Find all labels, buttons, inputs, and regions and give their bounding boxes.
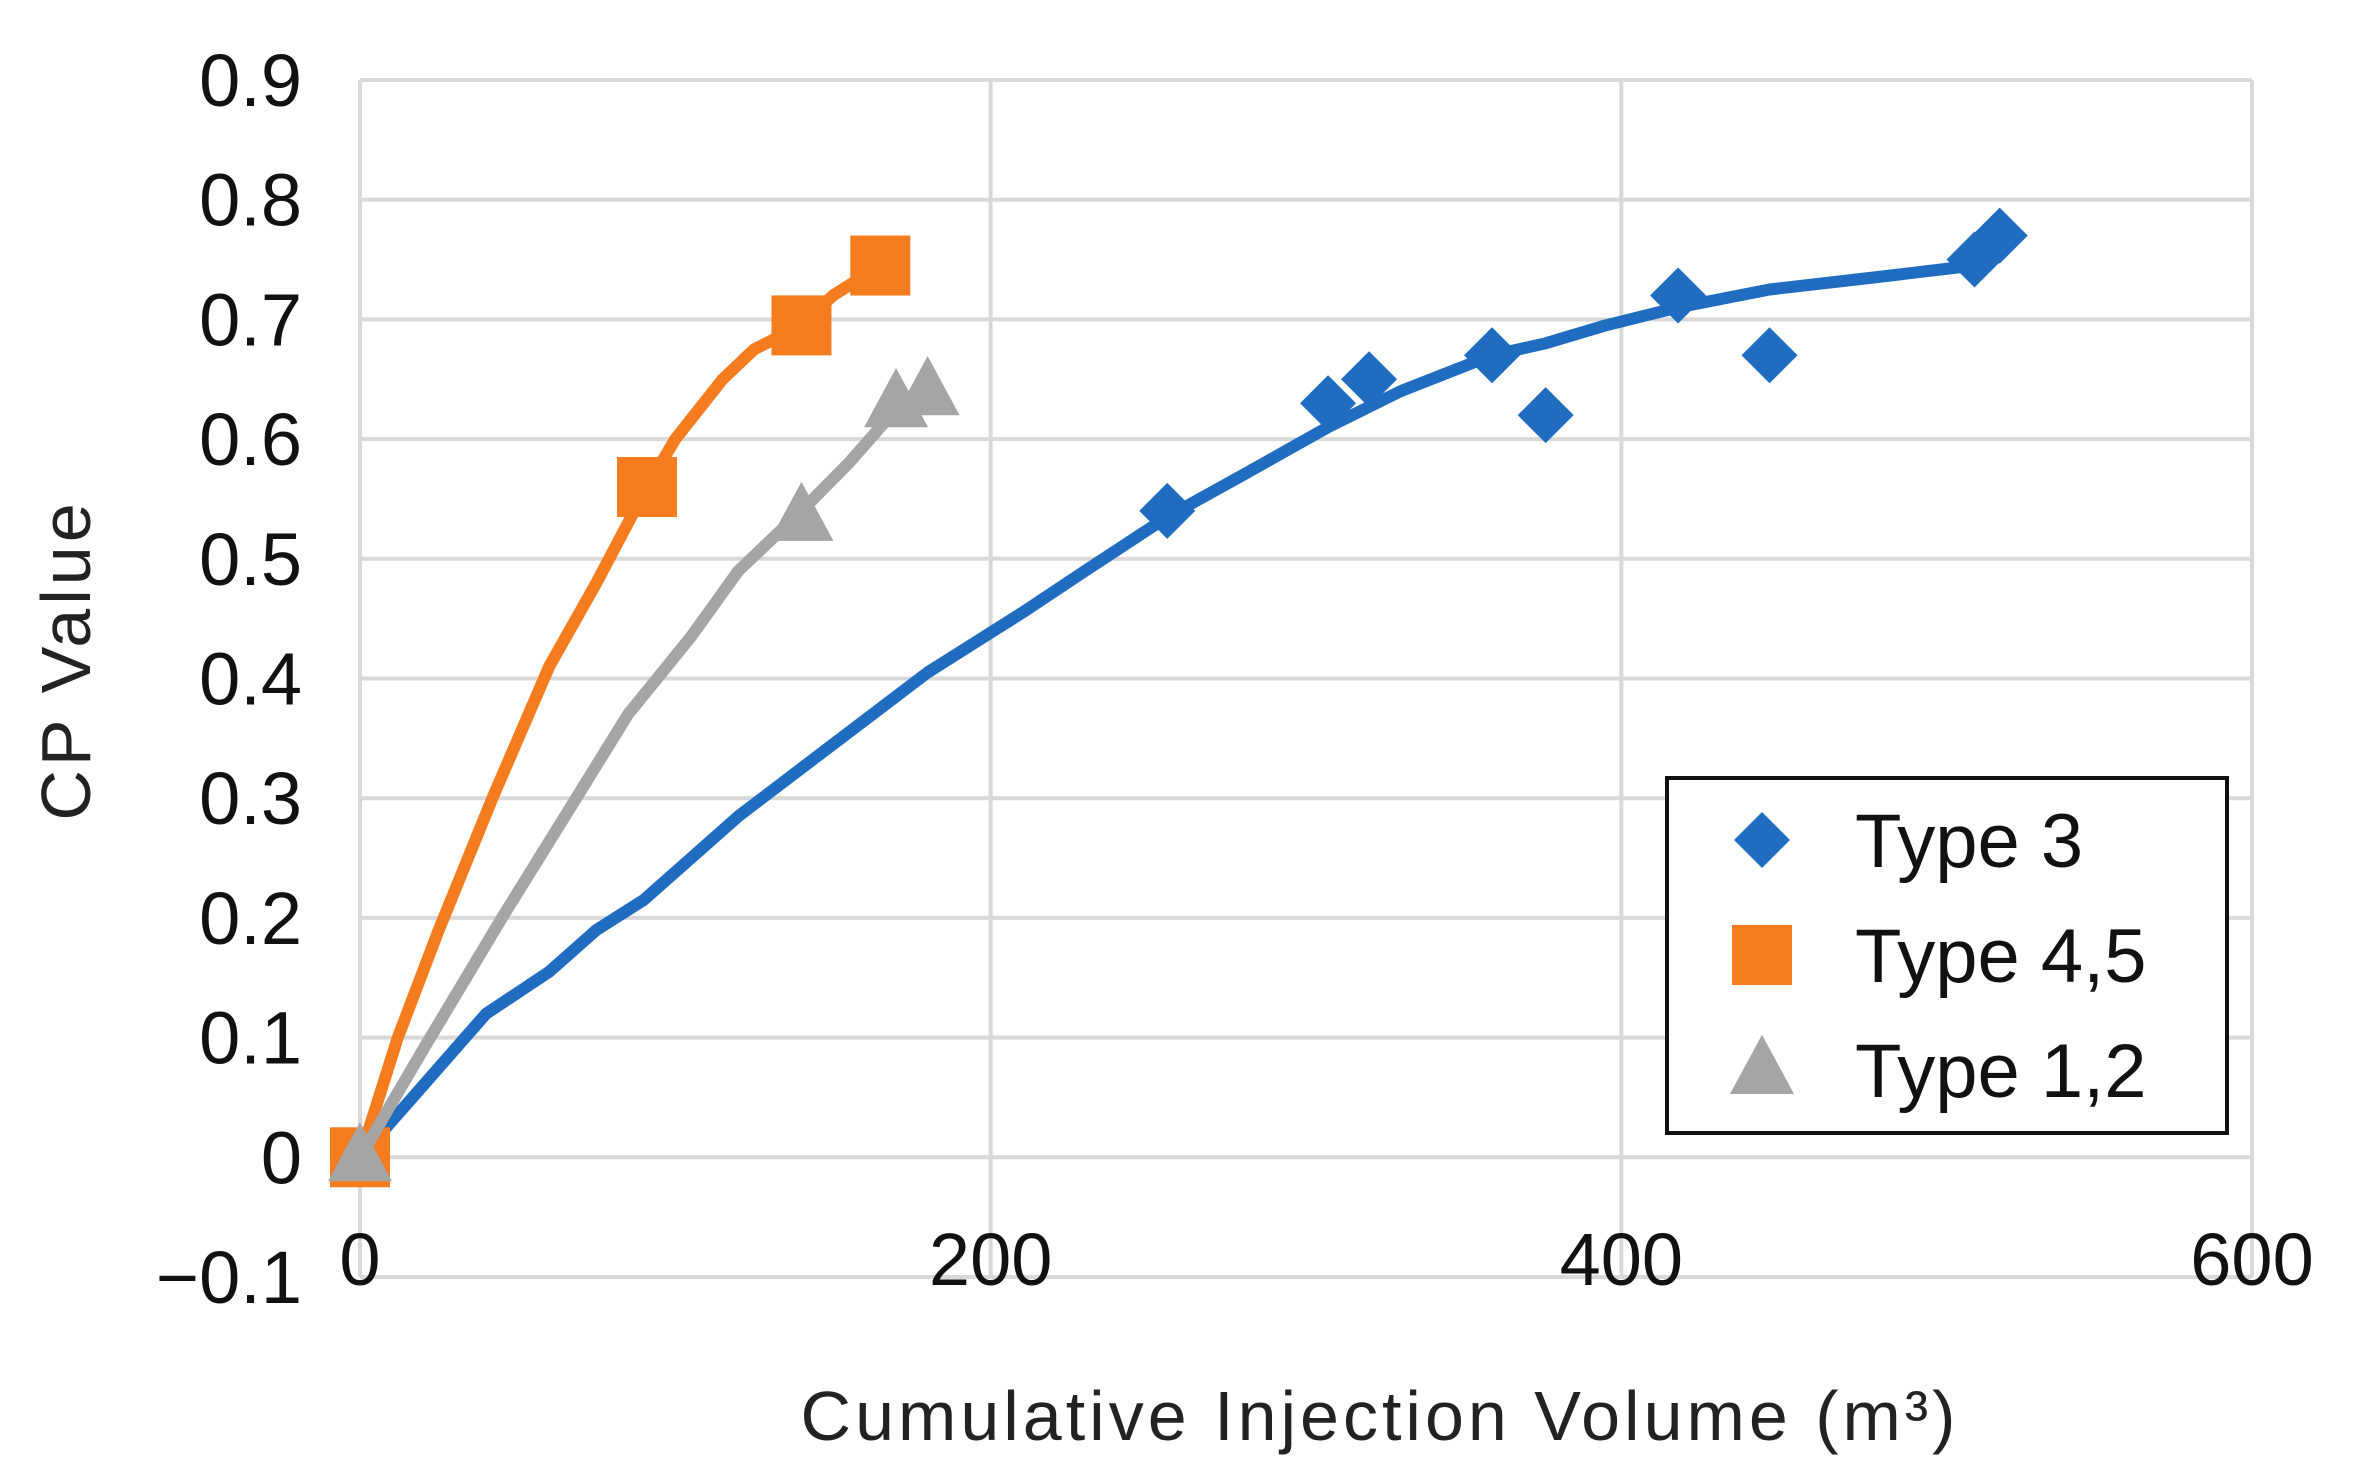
data-point-square bbox=[850, 235, 911, 296]
y-tick-label: −0.1 bbox=[156, 1236, 302, 1319]
y-tick-label: 0.1 bbox=[199, 997, 302, 1080]
legend-items: Type 3 Type 4,5 Type 1,2 bbox=[1730, 799, 2147, 1114]
y-tick-label: 0.9 bbox=[199, 39, 302, 122]
y-axis-ticks: −0.1 0 0.1 0.2 0.3 0.4 0.5 0.6 0.7 0.8 0.9 bbox=[156, 39, 302, 1319]
legend-marker-diamond bbox=[1734, 812, 1790, 868]
x-tick-label: 0 bbox=[339, 1218, 380, 1301]
y-tick-label: 0.5 bbox=[199, 518, 302, 601]
legend-label: Type 1,2 bbox=[1855, 1029, 2147, 1114]
legend-label: Type 3 bbox=[1855, 799, 2083, 884]
y-axis-title: CP Value bbox=[27, 499, 105, 820]
series-layer bbox=[328, 207, 2028, 1188]
y-tick-label: 0.8 bbox=[199, 159, 302, 242]
y-tick-label: 0.3 bbox=[199, 757, 302, 840]
x-axis-ticks: 0 200 400 600 bbox=[339, 1218, 2313, 1301]
x-tick-label: 200 bbox=[929, 1218, 1052, 1301]
legend-label: Type 4,5 bbox=[1855, 914, 2147, 999]
y-tick-label: 0.4 bbox=[199, 638, 302, 721]
legend: Type 3 Type 4,5 Type 1,2 bbox=[1665, 776, 2229, 1135]
data-point-diamond bbox=[1741, 327, 1798, 384]
data-point-diamond bbox=[1341, 351, 1398, 408]
data-point-diamond bbox=[1650, 267, 1707, 324]
y-tick-label: 0.2 bbox=[199, 877, 302, 960]
trend-line bbox=[354, 259, 1981, 1164]
trend-line bbox=[354, 385, 934, 1164]
data-point-square bbox=[616, 456, 677, 517]
data-point-diamond bbox=[1971, 207, 2028, 264]
x-axis-title: Cumulative Injection Volume (m³) bbox=[801, 1377, 1960, 1455]
y-tick-label: 0 bbox=[261, 1116, 302, 1199]
x-tick-label: 400 bbox=[1560, 1218, 1683, 1301]
y-tick-label: 0.7 bbox=[199, 278, 302, 361]
series-type-1-2 bbox=[328, 356, 960, 1182]
legend-marker-square bbox=[1732, 925, 1792, 985]
data-point-diamond bbox=[1517, 387, 1574, 444]
data-point-triangle bbox=[769, 481, 834, 541]
grid bbox=[358, 78, 2254, 1279]
data-point-triangle bbox=[328, 1122, 392, 1182]
series-type-4-5 bbox=[330, 235, 911, 1188]
x-tick-label: 600 bbox=[2190, 1218, 2313, 1301]
data-point-diamond bbox=[1139, 482, 1196, 539]
data-point-square bbox=[771, 295, 832, 356]
data-point-diamond bbox=[1300, 375, 1357, 432]
data-point-triangle bbox=[895, 356, 960, 416]
data-point-diamond bbox=[1464, 327, 1521, 384]
legend-marker-triangle bbox=[1730, 1034, 1794, 1094]
y-tick-label: 0.6 bbox=[199, 398, 302, 481]
